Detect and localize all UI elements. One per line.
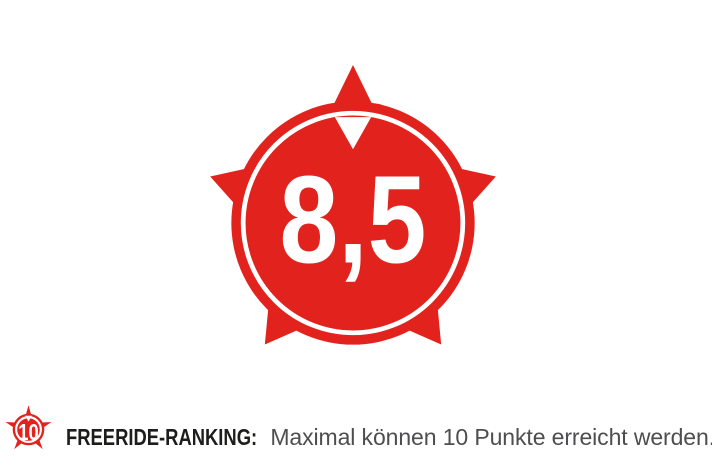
max-score-value: 10 [18,419,38,445]
badge-disc [12,413,45,446]
badge-pointer-notch [334,117,372,150]
badge-disc [231,101,475,345]
badge-ring [240,110,466,336]
rating-badge-icon: 8,5 [210,65,496,345]
footer-caption-description: Maximal können 10 Punkte erreicht werden… [270,424,712,450]
rating-score: 8,5 [280,151,427,290]
footer-caption-label: FREERIDE-RANKING: [66,424,258,450]
max-score-badge-icon: 10 [5,405,52,450]
badge-pointer-notch [25,415,32,422]
footer-caption: FREERIDE-RANKING: Maximal können 10 Punk… [66,424,712,450]
